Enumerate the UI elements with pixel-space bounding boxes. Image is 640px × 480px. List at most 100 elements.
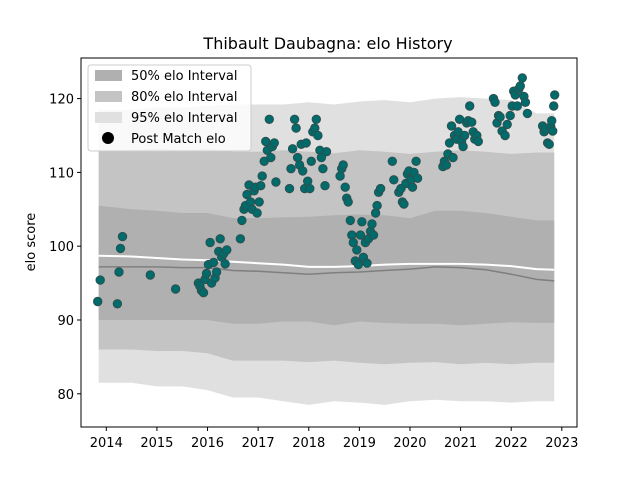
post-match-point [298,166,308,176]
post-match-point [93,296,103,307]
post-match-point [515,81,525,91]
post-match-point [286,164,296,174]
x-tick-label: 2023 [545,436,578,451]
post-match-point [473,136,483,147]
y-tick-label: 90 [57,314,74,329]
y-axis-label: elo score [24,213,39,272]
x-tick-label: 2018 [292,436,325,451]
plot-frame [80,57,578,428]
post-match-point [256,181,266,191]
post-match-point [343,197,353,207]
post-match-point [549,101,559,111]
post-match-point [211,267,222,277]
post-match-point [170,284,181,294]
post-match-point [220,259,230,269]
y-tick-label: 120 [49,93,74,108]
post-match-point [446,121,457,131]
post-match-point [517,73,527,83]
x-tick-label: 2021 [444,436,477,451]
legend-swatch-80 [95,91,122,102]
post-match-point [257,171,267,181]
post-match-point [321,147,332,157]
post-match-point [252,208,262,218]
post-match-point [205,237,215,248]
post-match-point [412,173,423,184]
post-match-point [291,123,301,133]
post-match-point [459,130,470,141]
post-match-point [544,139,554,150]
y-tick-label: 100 [49,240,74,255]
post-match-point [222,245,232,255]
legend-label-50: 50% elo Interval [131,69,238,84]
post-match-point [411,156,421,167]
post-match-point [208,257,219,268]
post-match-point [115,243,126,254]
post-match-point [201,268,212,279]
x-tick-label: 2016 [191,436,224,451]
post-match-point [547,116,557,126]
post-match-point [318,164,328,174]
post-match-point [306,156,316,167]
post-match-point [512,101,522,111]
post-match-point [399,199,409,209]
post-match-point [254,197,264,207]
median-elo-line [98,266,555,282]
post-match-point [242,189,252,200]
post-match-point [357,217,367,227]
post-match-point [465,101,475,111]
x-tick-label: 2017 [242,436,275,451]
post-match-point [235,234,246,244]
legend-label-80: 80% elo Interval [131,90,238,105]
post-match-point [352,245,362,255]
post-match-point [389,175,399,185]
post-match-point [490,97,500,108]
post-match-point [367,219,377,229]
band-50-interval [98,205,555,326]
plot-area [93,73,560,405]
post-match-point [448,152,458,163]
post-match-point [198,288,209,298]
legend-label-95: 95% elo Interval [131,111,238,126]
post-match-point [348,237,358,248]
post-match-point [362,258,372,268]
mean-elo-line [98,254,555,271]
post-match-point [117,231,128,242]
legend-marker-post-match [102,132,114,144]
post-match-point [368,230,379,240]
post-match-point [284,183,295,194]
post-match-points [93,73,560,309]
post-match-point [269,138,279,148]
x-tick-label: 2015 [140,436,173,451]
x-tick-label: 2014 [90,436,123,451]
post-match-point [289,114,300,125]
legend-label-post-match: Post Match elo [131,132,226,147]
post-match-point [271,177,281,187]
post-match-point [441,160,452,170]
legend: 50% elo Interval 80% elo Interval 95% el… [87,64,252,152]
y-tick-label: 110 [49,166,74,181]
x-axis: 2014 2015 2016 2017 2018 2019 2020 2021 2022 2023 [90,427,578,451]
post-match-point [340,182,350,192]
post-match-point [353,259,364,270]
post-match-point [287,144,298,154]
post-match-point [407,182,418,192]
post-match-point [458,141,468,152]
x-tick-label: 2020 [393,436,426,451]
post-match-point [311,114,321,125]
post-match-point [387,156,397,167]
legend-swatch-50 [95,70,122,81]
x-tick-label: 2019 [343,436,376,451]
post-match-point [305,183,315,194]
post-match-point [502,119,512,130]
post-match-point [520,97,531,108]
post-match-point [372,200,382,211]
post-match-point [500,130,510,141]
post-match-point [114,267,124,277]
chart-title: Thibault Daubagna: elo History [202,34,452,53]
legend-frame [87,64,252,152]
post-match-point [320,181,330,191]
x-tick-label: 2022 [495,436,528,451]
post-match-point [313,130,323,141]
post-match-point [550,90,560,100]
